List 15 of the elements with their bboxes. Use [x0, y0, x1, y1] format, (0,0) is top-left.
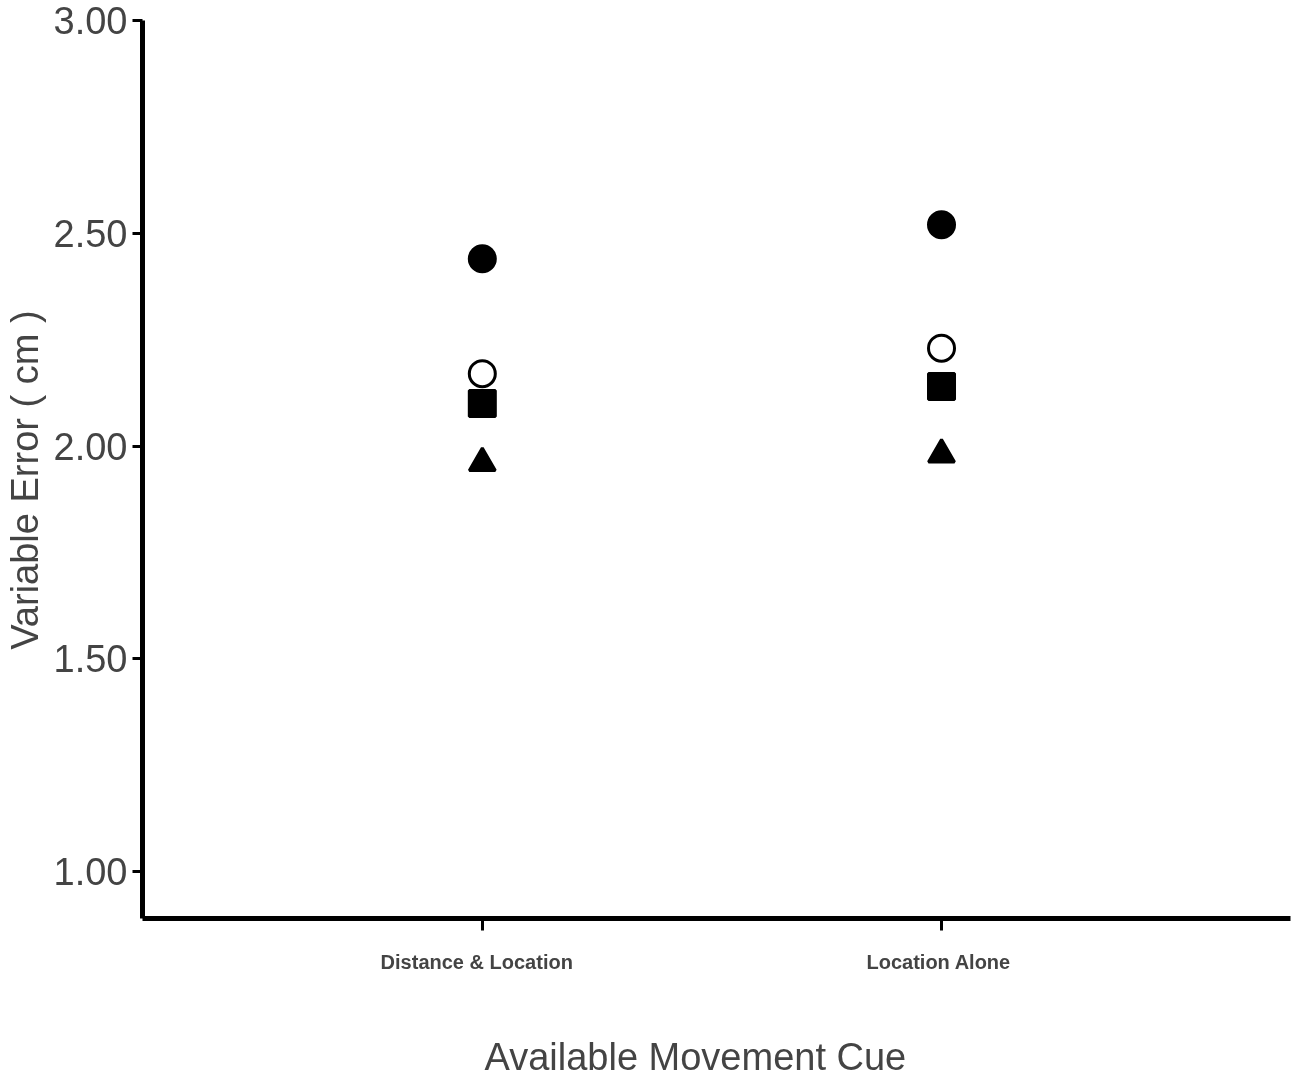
- y-axis-title: Variable Error ( cm ): [3, 310, 46, 650]
- point: [467, 389, 497, 419]
- y-tick-label: 3.00: [53, 0, 128, 42]
- point: [927, 210, 957, 240]
- y-tick-label: 2.00: [53, 425, 128, 468]
- point: [467, 244, 497, 274]
- point: [927, 333, 957, 363]
- point: [467, 359, 497, 389]
- y-tick-label: 1.50: [53, 638, 128, 681]
- point: [927, 372, 957, 402]
- x-axis-title: Available Movement Cue: [484, 1035, 907, 1078]
- x-tick-label: Distance & Location: [380, 950, 573, 973]
- y-tick-label: 2.50: [53, 212, 128, 255]
- x-tick-label: Location Alone: [866, 950, 1011, 973]
- y-tick-label: 1.00: [53, 851, 128, 894]
